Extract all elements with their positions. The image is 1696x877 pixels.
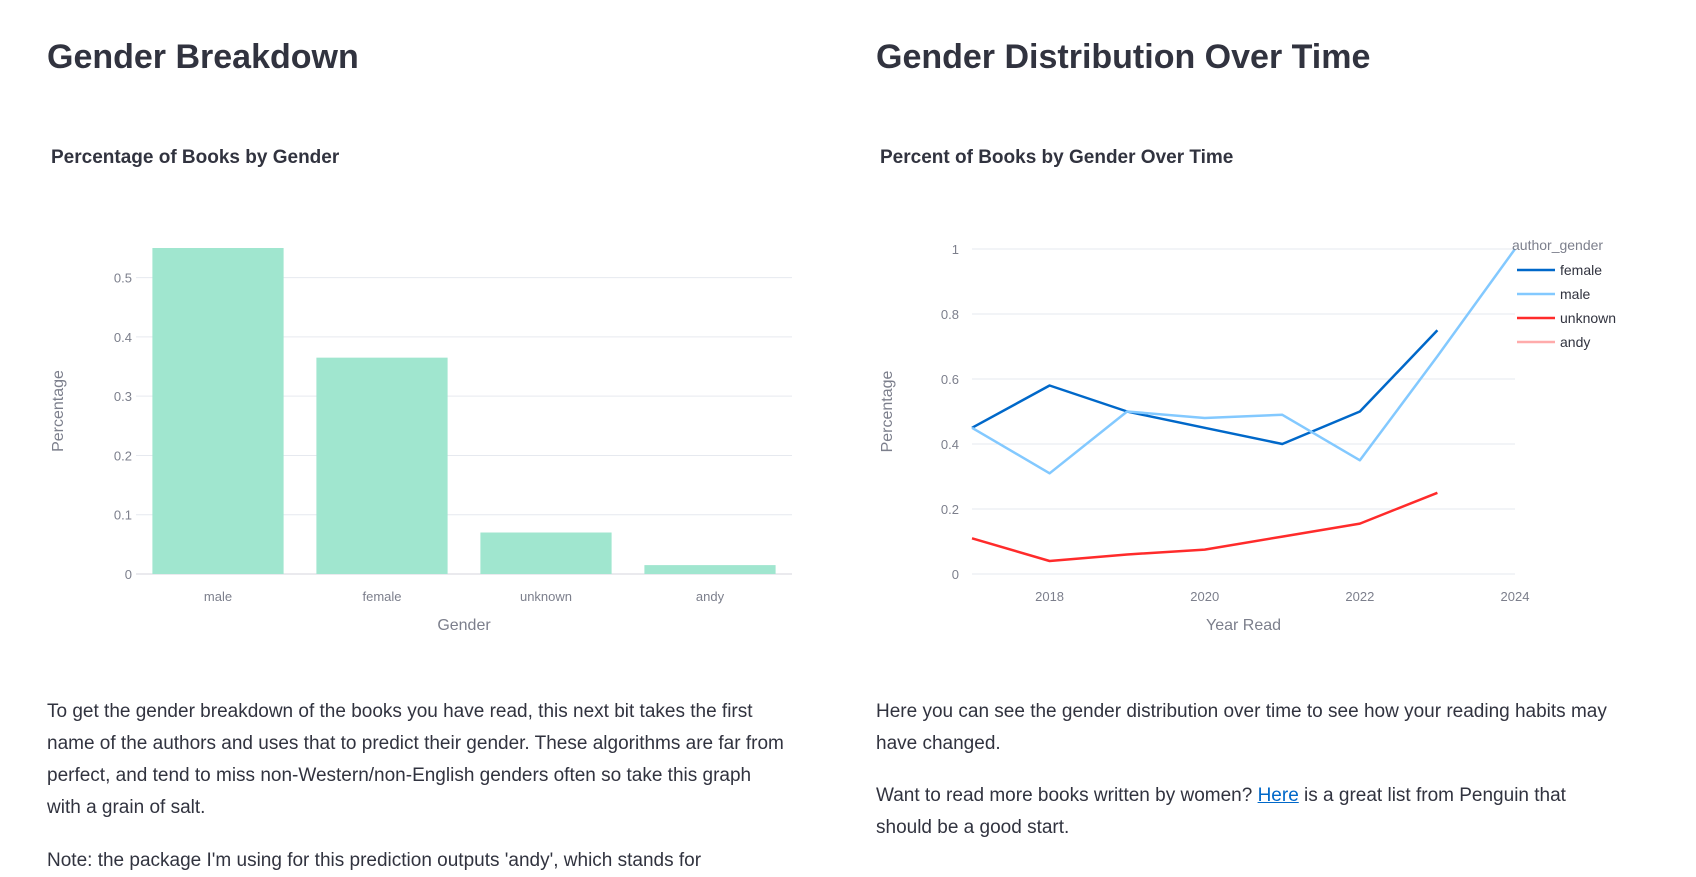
reading-suggestion: Want to read more books written by women… — [876, 780, 1616, 844]
suggestion-text-after: is a great list from Penguin that should… — [876, 785, 1566, 838]
y-tick-label: 0.8 — [941, 307, 959, 322]
series-line-male — [971, 248, 1517, 475]
legend-label-unknown: unknown — [1560, 310, 1616, 326]
y-tick-label: 0.1 — [114, 508, 132, 523]
penguin-list-link[interactable]: Here — [1257, 785, 1299, 806]
y-axis-title: Percentage — [50, 370, 67, 452]
x-tick-label: 2020 — [1190, 589, 1219, 604]
line-chart-title: Percent of Books by Gender Over Time — [880, 147, 1234, 168]
bar-male — [152, 248, 284, 574]
series-line-unknown — [971, 491, 1438, 563]
legend-label-andy: andy — [1560, 334, 1590, 350]
suggestion-text-before: Want to read more books written by women… — [876, 785, 1258, 806]
gender-breakdown-description: To get the gender breakdown of the books… — [47, 701, 784, 818]
gender-bar-chart[interactable]: 0 0.1 0.2 0.3 0.4 0.5 male female unknown andy Gen… — [47, 0, 792, 640]
legend-label-male: male — [1560, 286, 1591, 302]
y-tick-label: 1 — [952, 242, 959, 257]
bar-female — [316, 357, 448, 574]
x-tick-label: 2022 — [1345, 589, 1374, 604]
y-tick-label: 0.4 — [941, 437, 959, 452]
bar-chart-title: Percentage of Books by Gender — [51, 147, 340, 168]
y-tick-label: 0.6 — [941, 372, 959, 387]
gender-over-time-heading: Gender Distribution Over Time — [876, 38, 1371, 76]
gender-over-time-description: Here you can see the gender distribution… — [876, 701, 1607, 754]
bar-unknown — [480, 532, 612, 574]
x-axis-title: Year Read — [1206, 617, 1281, 634]
y-tick-label: 0.3 — [114, 389, 132, 404]
bar-andy — [644, 565, 776, 574]
y-tick-label: 0 — [952, 567, 959, 582]
x-tick-label: 2024 — [1501, 589, 1530, 604]
series-line-female — [971, 329, 1439, 446]
y-tick-label: 0.5 — [114, 271, 132, 286]
x-tick-label: female — [362, 589, 401, 604]
x-axis-title: Gender — [437, 617, 491, 634]
y-tick-label: 0 — [125, 567, 132, 582]
y-tick-label: 0.4 — [114, 330, 132, 345]
x-tick-label: unknown — [520, 589, 572, 604]
x-tick-label: male — [204, 589, 232, 604]
gender-line-chart[interactable]: 0 0.2 0.4 0.6 0.8 1 2018 2020 2022 2024 Year Read P… — [876, 0, 1676, 640]
andy-note: Note: the package I'm using for this pre… — [47, 850, 702, 871]
x-tick-label: 2018 — [1035, 589, 1064, 604]
legend-title: author_gender — [1512, 237, 1603, 253]
y-axis-title: Percentage — [879, 370, 896, 452]
gender-breakdown-heading: Gender Breakdown — [47, 38, 359, 76]
legend-label-female: female — [1560, 262, 1602, 278]
x-tick-label: andy — [696, 589, 725, 604]
y-tick-label: 0.2 — [114, 448, 132, 463]
y-tick-label: 0.2 — [941, 502, 959, 517]
